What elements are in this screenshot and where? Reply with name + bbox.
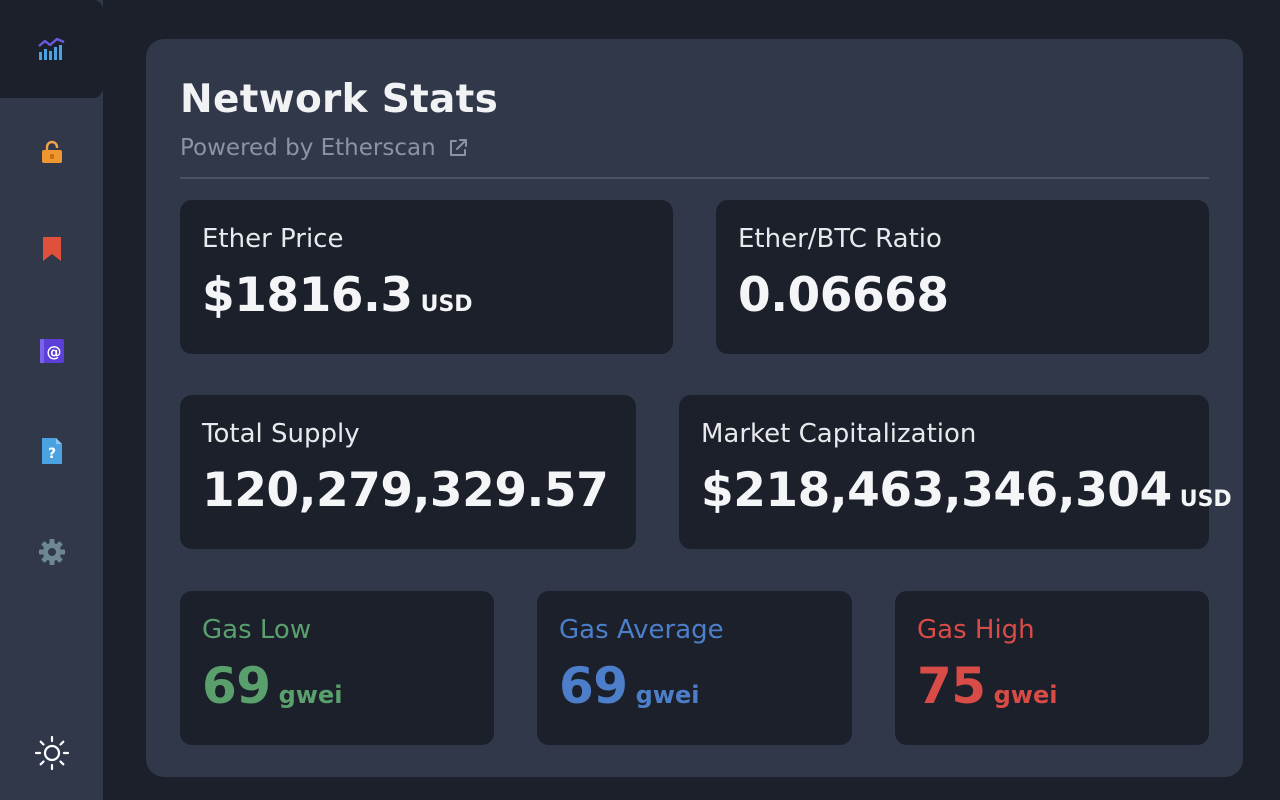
total-supply-label: Total Supply [202, 419, 360, 449]
market-cap-label: Market Capitalization [701, 419, 977, 449]
sun-icon [34, 735, 69, 771]
ether-price-value: $1816.3 USD [202, 268, 473, 323]
subtitle-text: Powered by Etherscan [180, 135, 436, 161]
chart-icon [37, 37, 64, 60]
svg-text:@: @ [46, 343, 61, 361]
external-link-icon [449, 139, 467, 156]
gas-low-unit: gwei [278, 681, 343, 709]
total-supply-value: 120,279,329.57 [202, 463, 609, 518]
gas-high-amount: 75 [917, 657, 986, 715]
lock-icon [41, 140, 62, 163]
svg-text:?: ? [47, 446, 55, 462]
at-sign-icon: @ [39, 339, 64, 363]
network-stats-panel: Network Stats Powered by Etherscan Ether… [146, 39, 1243, 777]
gas-high-label: Gas High [917, 615, 1035, 645]
market-cap-amount: $218,463,346,304 [701, 463, 1172, 518]
market-cap-value: $218,463,346,304 USD [701, 463, 1232, 518]
gas-average-value: 69 gwei [559, 657, 699, 715]
etherscan-link[interactable]: Powered by Etherscan [180, 135, 470, 161]
gas-high-value: 75 gwei [917, 657, 1057, 715]
bookmark-icon [42, 237, 61, 261]
ether-btc-ratio-card: Ether/BTC Ratio 0.06668 [716, 200, 1209, 354]
gas-average-unit: gwei [635, 681, 700, 709]
market-cap-unit: USD [1179, 487, 1232, 512]
gear-icon [38, 539, 65, 565]
gas-average-label: Gas Average [559, 615, 724, 645]
gas-low-card: Gas Low 69 gwei [180, 591, 494, 745]
ether-btc-ratio-value: 0.06668 [738, 268, 949, 323]
gas-average-amount: 69 [559, 657, 628, 715]
sidebar-item-lock[interactable] [0, 103, 103, 201]
ether-price-amount: $1816.3 [202, 268, 413, 323]
gas-average-card: Gas Average 69 gwei [537, 591, 852, 745]
sidebar-item-help[interactable]: ? [0, 402, 103, 500]
theme-toggle[interactable] [0, 704, 103, 800]
sidebar-item-network-stats[interactable] [0, 0, 103, 98]
ether-price-label: Ether Price [202, 224, 344, 254]
total-supply-card: Total Supply 120,279,329.57 [180, 395, 636, 549]
gas-low-amount: 69 [202, 657, 271, 715]
gas-low-label: Gas Low [202, 615, 312, 645]
help-document-icon: ? [41, 438, 62, 464]
sidebar-item-contacts[interactable]: @ [0, 302, 103, 400]
ether-btc-ratio-label: Ether/BTC Ratio [738, 224, 942, 254]
page-title: Network Stats [180, 77, 499, 122]
header-divider [180, 177, 1209, 179]
sidebar-item-settings[interactable] [0, 503, 103, 601]
sidebar-item-bookmarks[interactable] [0, 200, 103, 298]
gas-high-unit: gwei [993, 681, 1058, 709]
gas-low-value: 69 gwei [202, 657, 342, 715]
sidebar: @ ? [0, 0, 103, 800]
market-cap-card: Market Capitalization $218,463,346,304 US… [679, 395, 1232, 549]
ether-price-unit: USD [420, 292, 473, 317]
ether-price-card: Ether Price $1816.3 USD [180, 200, 673, 354]
gas-high-card: Gas High 75 gwei [895, 591, 1209, 745]
